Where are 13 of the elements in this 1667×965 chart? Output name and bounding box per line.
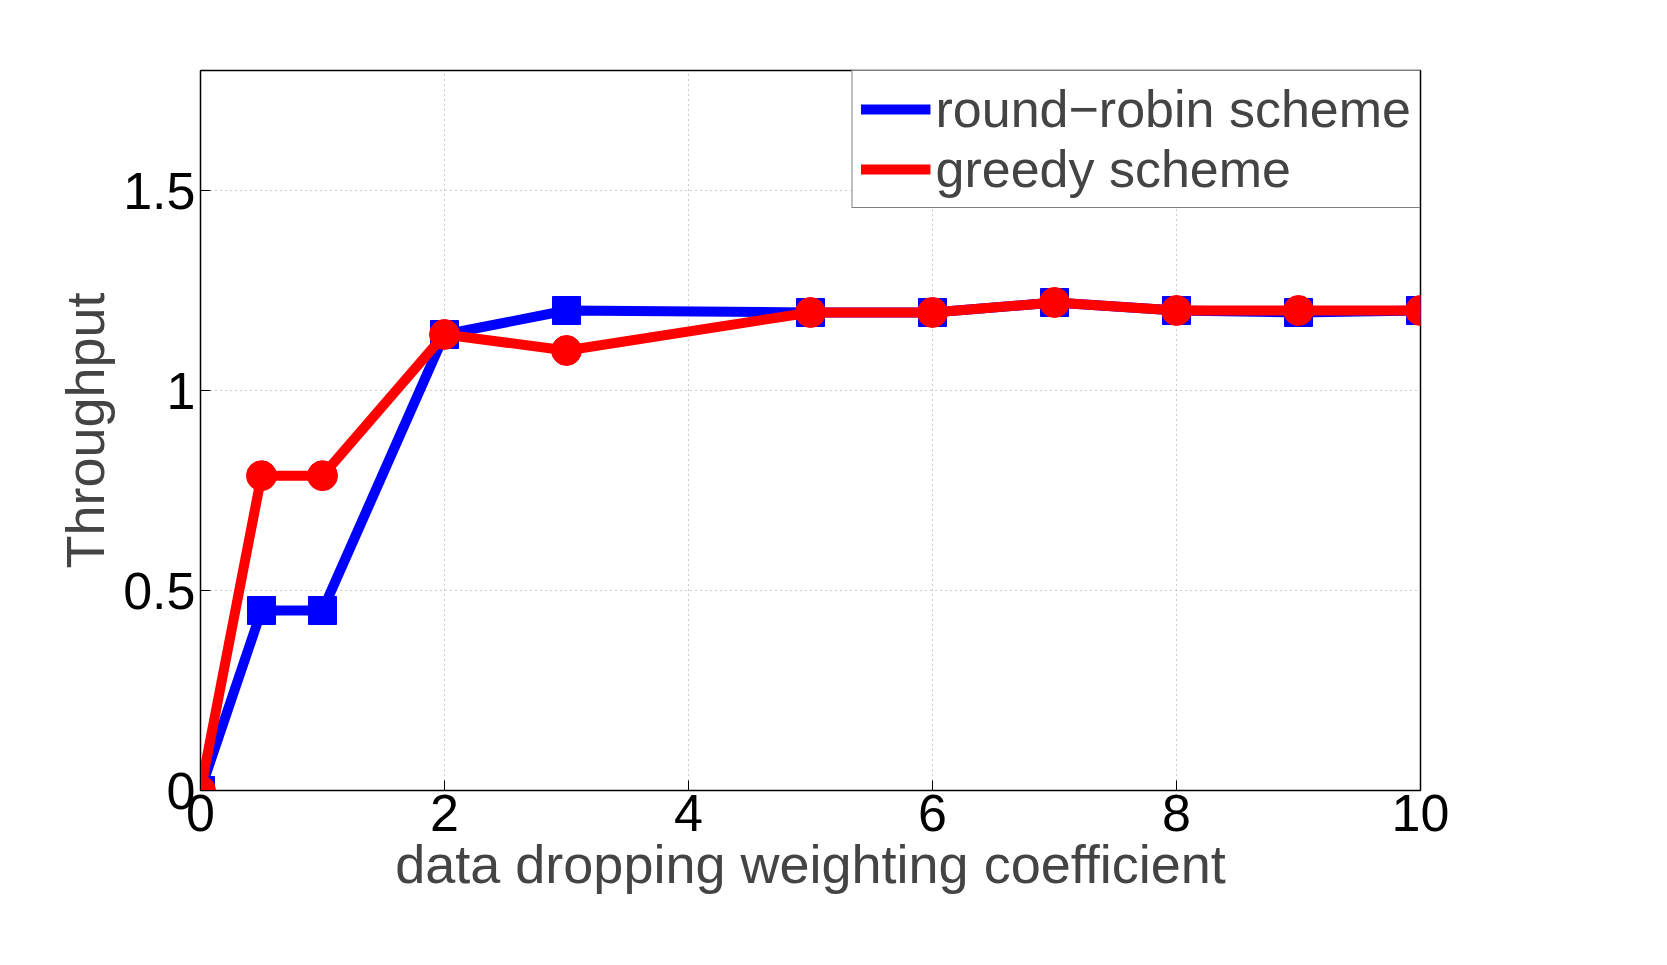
y-tick-label: 1.5 [123, 161, 196, 220]
legend-label: round−robin scheme [935, 79, 1411, 139]
y-tick-label: 1 [166, 361, 196, 420]
y-tick-label: 0.5 [123, 561, 196, 620]
point [308, 596, 337, 625]
legend-label: greedy scheme [935, 139, 1292, 199]
point [307, 460, 338, 492]
point [551, 335, 582, 366]
x-tick-label: 10 [1391, 783, 1450, 842]
y-axis-title: Throughput [55, 292, 116, 569]
point [246, 460, 277, 492]
point [247, 596, 276, 625]
point [552, 296, 581, 325]
